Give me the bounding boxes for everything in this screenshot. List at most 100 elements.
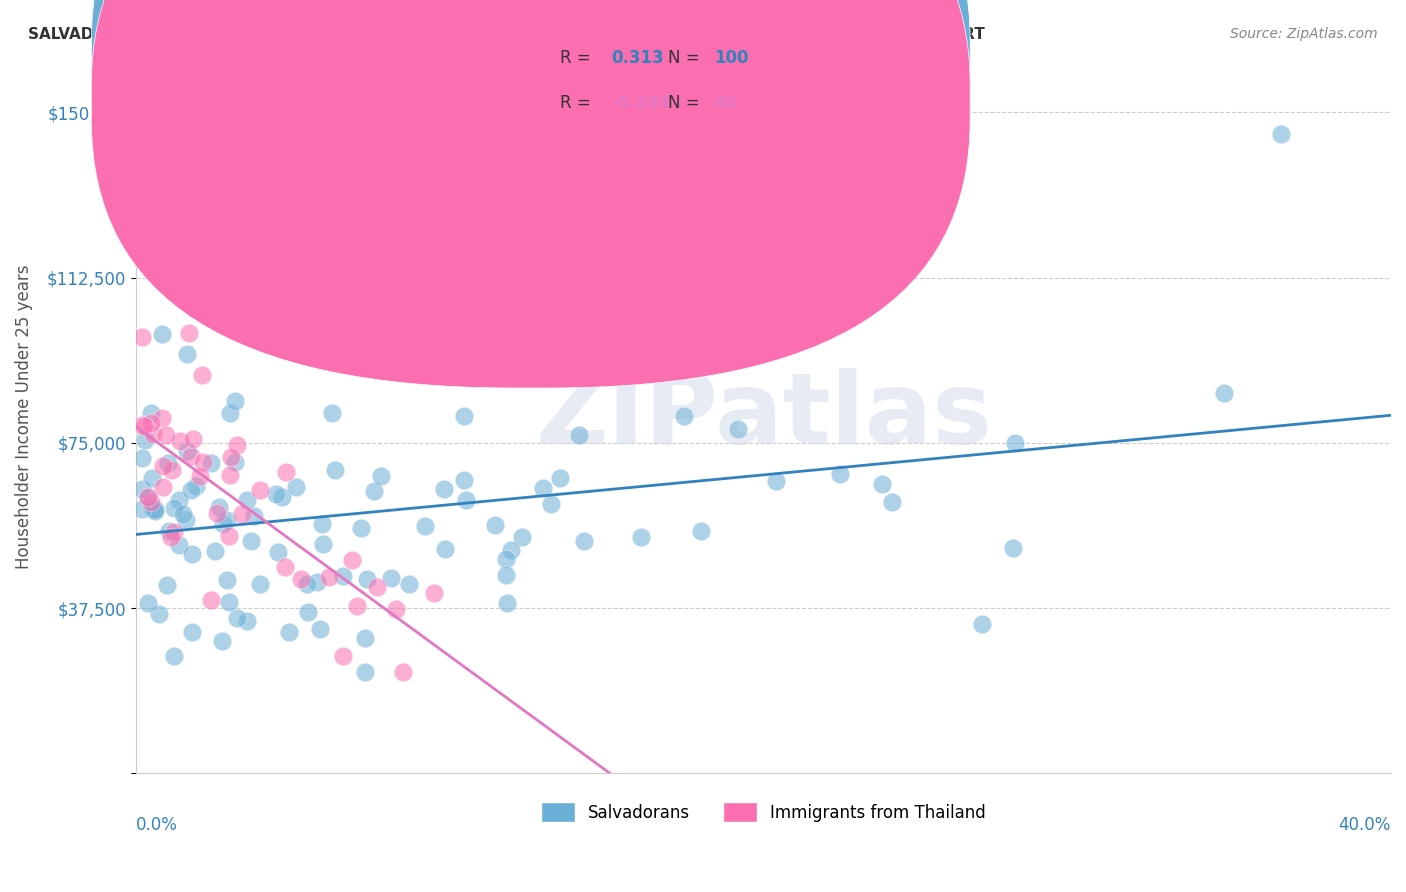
- Salvadorans: [131, 501, 153, 516]
- Salvadorans: [672, 409, 695, 423]
- Immigrants from Thailand: [225, 438, 247, 452]
- Salvadorans: [172, 507, 194, 521]
- Text: 0.313: 0.313: [612, 49, 664, 67]
- Immigrants from Thailand: [385, 601, 408, 615]
- Salvadorans: [456, 493, 478, 508]
- Salvadorans: [136, 491, 159, 505]
- Salvadorans: [176, 443, 198, 458]
- Salvadorans: [211, 633, 233, 648]
- Salvadorans: [176, 346, 198, 360]
- Salvadorans: [510, 530, 533, 544]
- Salvadorans: [434, 541, 457, 556]
- Immigrants from Thailand: [274, 560, 297, 574]
- Salvadorans: [157, 524, 180, 539]
- Immigrants from Thailand: [218, 468, 240, 483]
- Immigrants from Thailand: [249, 483, 271, 497]
- Immigrants from Thailand: [276, 466, 298, 480]
- Salvadorans: [1270, 128, 1292, 142]
- Immigrants from Thailand: [152, 480, 174, 494]
- Salvadorans: [548, 470, 571, 484]
- Salvadorans: [224, 454, 246, 468]
- Salvadorans: [148, 607, 170, 621]
- Salvadorans: [150, 326, 173, 341]
- Text: R =: R =: [560, 94, 591, 112]
- Salvadorans: [143, 504, 166, 518]
- Immigrants from Thailand: [163, 524, 186, 539]
- Salvadorans: [200, 456, 222, 470]
- Salvadorans: [239, 534, 262, 549]
- Salvadorans: [1001, 541, 1024, 555]
- Salvadorans: [264, 487, 287, 501]
- Text: SALVADORAN VS IMMIGRANTS FROM THAILAND HOUSEHOLDER INCOME UNDER 25 YEARS CORRELA: SALVADORAN VS IMMIGRANTS FROM THAILAND H…: [28, 27, 984, 42]
- Text: N =: N =: [668, 49, 699, 67]
- Salvadorans: [211, 517, 233, 532]
- Salvadorans: [727, 422, 749, 436]
- Salvadorans: [630, 530, 652, 544]
- Salvadorans: [353, 631, 375, 645]
- Immigrants from Thailand: [340, 552, 363, 566]
- Immigrants from Thailand: [193, 455, 215, 469]
- Salvadorans: [690, 524, 713, 538]
- Immigrants from Thailand: [142, 427, 165, 442]
- Salvadorans: [131, 482, 153, 496]
- Salvadorans: [225, 611, 247, 625]
- Immigrants from Thailand: [366, 580, 388, 594]
- Salvadorans: [370, 469, 392, 483]
- Salvadorans: [180, 624, 202, 639]
- Immigrants from Thailand: [423, 585, 446, 599]
- Salvadorans: [236, 492, 259, 507]
- Salvadorans: [398, 577, 420, 591]
- Salvadorans: [208, 500, 231, 514]
- Text: Source: ZipAtlas.com: Source: ZipAtlas.com: [1230, 27, 1378, 41]
- Immigrants from Thailand: [218, 529, 240, 543]
- Text: 40: 40: [714, 94, 737, 112]
- Salvadorans: [224, 394, 246, 409]
- Salvadorans: [285, 480, 308, 494]
- Salvadorans: [270, 490, 292, 504]
- Salvadorans: [134, 433, 156, 447]
- Immigrants from Thailand: [131, 330, 153, 344]
- Immigrants from Thailand: [131, 417, 153, 432]
- Salvadorans: [307, 574, 329, 589]
- Immigrants from Thailand: [318, 569, 340, 583]
- Salvadorans: [415, 519, 437, 533]
- Salvadorans: [496, 596, 519, 610]
- Salvadorans: [163, 648, 186, 663]
- Immigrants from Thailand: [152, 459, 174, 474]
- Salvadorans: [242, 508, 264, 523]
- Salvadorans: [180, 483, 202, 497]
- Salvadorans: [156, 457, 179, 471]
- Salvadorans: [765, 474, 787, 488]
- Salvadorans: [1212, 385, 1234, 400]
- Salvadorans: [354, 665, 377, 680]
- Salvadorans: [139, 406, 162, 420]
- Salvadorans: [453, 409, 475, 423]
- Y-axis label: Householder Income Under 25 years: Householder Income Under 25 years: [15, 264, 32, 568]
- Salvadorans: [531, 481, 554, 495]
- Salvadorans: [363, 483, 385, 498]
- Salvadorans: [439, 351, 461, 366]
- Text: 100: 100: [714, 49, 749, 67]
- Immigrants from Thailand: [141, 417, 163, 431]
- Immigrants from Thailand: [136, 490, 159, 504]
- Immigrants from Thailand: [191, 368, 214, 383]
- Text: -0.394: -0.394: [612, 94, 671, 112]
- Immigrants from Thailand: [139, 495, 162, 509]
- Salvadorans: [332, 569, 354, 583]
- Salvadorans: [249, 577, 271, 591]
- Salvadorans: [453, 474, 475, 488]
- Salvadorans: [495, 552, 517, 566]
- Text: R =: R =: [560, 49, 591, 67]
- Salvadorans: [131, 450, 153, 465]
- Salvadorans: [356, 572, 378, 586]
- Salvadorans: [141, 471, 163, 485]
- Immigrants from Thailand: [160, 530, 183, 544]
- Immigrants from Thailand: [391, 665, 413, 680]
- Salvadorans: [309, 622, 332, 636]
- Salvadorans: [321, 407, 343, 421]
- Salvadorans: [277, 625, 299, 640]
- Immigrants from Thailand: [180, 449, 202, 463]
- Salvadorans: [167, 492, 190, 507]
- Salvadorans: [624, 341, 647, 355]
- Salvadorans: [156, 578, 179, 592]
